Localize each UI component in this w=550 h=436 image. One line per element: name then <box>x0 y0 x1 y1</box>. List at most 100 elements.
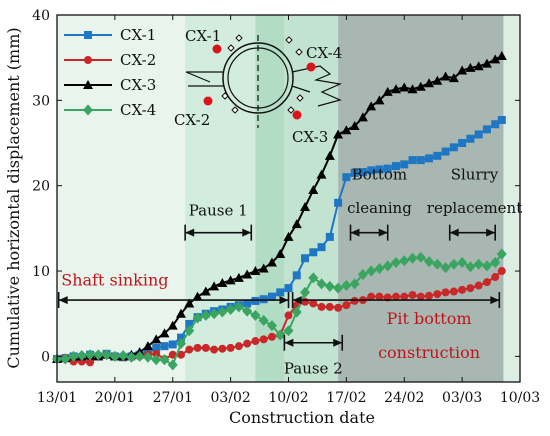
data-point-cx-1 <box>284 284 293 293</box>
annotation-label-1: Shaft sinking <box>61 271 168 290</box>
data-point-cx-4 <box>349 278 360 290</box>
data-point-cx-2 <box>243 339 252 348</box>
shaft-inset: CX-1 CX-2 CX-3 CX-4 <box>174 27 342 146</box>
data-point-cx-3 <box>275 248 286 258</box>
annotation-arrowhead-right-3 <box>490 296 500 305</box>
data-point-cx-4 <box>118 350 129 362</box>
data-point-cx-3 <box>151 334 162 344</box>
inset-label-cx3: CX-3 <box>292 128 328 146</box>
data-point-cx-2 <box>210 345 219 354</box>
data-point-cx-3 <box>225 275 236 285</box>
phase-band-0 <box>57 15 186 382</box>
data-point-cx-3 <box>184 298 195 308</box>
data-point-cx-3 <box>242 269 253 279</box>
inset-dot-cx3 <box>292 110 302 120</box>
annotation-label-0: Pause 1 <box>189 202 248 220</box>
data-point-cx-4 <box>85 349 96 361</box>
data-point-cx-3 <box>390 84 401 94</box>
data-point-cx-1 <box>458 139 467 148</box>
annotation-arrowhead-left-6 <box>350 228 360 237</box>
data-point-cx-3 <box>308 184 319 194</box>
data-point-cx-3 <box>250 266 261 276</box>
data-point-cx-4 <box>101 349 112 361</box>
data-point-cx-4 <box>448 258 459 270</box>
data-point-cx-4 <box>432 258 443 270</box>
data-point-cx-2 <box>400 292 409 301</box>
data-point-cx-4 <box>200 309 211 321</box>
data-point-cx-2 <box>458 285 467 294</box>
data-point-cx-1 <box>276 288 285 297</box>
data-point-cx-3 <box>324 150 335 160</box>
data-point-cx-2 <box>449 287 458 296</box>
data-point-cx-2 <box>234 342 243 351</box>
data-point-cx-3 <box>291 219 302 229</box>
data-point-cx-3 <box>407 84 418 94</box>
data-point-cx-4 <box>366 265 377 277</box>
legend-marker-cx-2 <box>84 56 92 64</box>
annotations: Pause 1 Shaft sinking Pause 2 Pit bottom con… <box>57 166 522 377</box>
data-point-cx-4 <box>341 280 352 292</box>
data-point-cx-1 <box>416 156 425 165</box>
annotation-label-6: cleaning <box>347 199 412 217</box>
series-cx-4 <box>52 248 507 371</box>
series-layer <box>52 50 507 371</box>
data-point-cx-4 <box>415 251 426 263</box>
data-point-cx-4 <box>142 351 153 363</box>
data-point-cx-4 <box>374 262 385 274</box>
data-point-cx-2 <box>408 290 417 299</box>
data-point-cx-1 <box>334 198 343 207</box>
annotation-arrowhead-left-3 <box>292 296 302 305</box>
legend-marker-cx-3 <box>83 80 93 89</box>
x-tick-label: 17/02 <box>326 390 366 406</box>
data-point-cx-4 <box>283 325 294 337</box>
data-point-cx-2 <box>375 292 384 301</box>
data-point-cx-1 <box>301 254 310 263</box>
data-point-cx-4 <box>308 272 319 284</box>
annotation-arrowhead-right-1 <box>279 296 289 305</box>
data-point-cx-3 <box>167 320 178 330</box>
phase-band-5 <box>503 15 520 382</box>
legend: CX-1 CX-2 CX-3 CX-4 <box>64 26 156 119</box>
data-point-cx-3 <box>142 341 153 351</box>
data-point-cx-1 <box>358 168 367 177</box>
x-tick-label: 10/02 <box>268 390 308 406</box>
data-point-cx-3 <box>481 58 492 68</box>
legend-marker-cx-1 <box>84 31 92 39</box>
data-point-cx-1 <box>433 151 442 160</box>
legend-label-cx-1: CX-1 <box>120 26 156 44</box>
data-point-cx-2 <box>334 303 343 312</box>
data-point-cx-4 <box>109 350 120 362</box>
data-point-cx-2 <box>309 299 318 308</box>
data-point-cx-3 <box>159 328 170 338</box>
data-point-cx-4 <box>134 350 145 362</box>
data-point-cx-1 <box>317 243 326 252</box>
data-point-cx-1 <box>466 134 475 143</box>
data-point-cx-4 <box>93 349 104 361</box>
annotation-arrowhead-right-2 <box>333 338 343 347</box>
data-point-cx-2 <box>325 302 334 311</box>
data-point-cx-4 <box>217 306 228 318</box>
data-point-cx-4 <box>258 315 269 327</box>
annotation-label-2: Pause 2 <box>284 359 343 377</box>
data-point-cx-3 <box>490 54 501 64</box>
data-point-cx-4 <box>440 262 451 274</box>
data-point-cx-4 <box>184 325 195 337</box>
x-tick-label: 27/01 <box>153 390 193 406</box>
data-point-cx-3 <box>415 81 426 91</box>
data-point-cx-2 <box>433 290 442 299</box>
annotation-label-3: Pit bottom <box>387 309 472 328</box>
data-point-cx-2 <box>491 273 500 282</box>
data-point-cx-4 <box>233 301 244 313</box>
data-point-cx-3 <box>258 263 269 273</box>
annotation-arrowhead-left-0 <box>185 228 195 237</box>
inset-outer-ring <box>222 42 294 114</box>
data-point-cx-4 <box>407 252 418 264</box>
data-point-cx-1 <box>350 168 359 177</box>
data-point-cx-3 <box>457 65 468 75</box>
data-point-cx-3 <box>349 120 360 130</box>
data-point-cx-3 <box>341 125 352 135</box>
legend-label-cx-3: CX-3 <box>120 76 156 94</box>
annotation-arrowhead-left-2 <box>284 338 294 347</box>
data-point-cx-4 <box>382 260 393 272</box>
data-point-cx-2 <box>317 302 326 311</box>
